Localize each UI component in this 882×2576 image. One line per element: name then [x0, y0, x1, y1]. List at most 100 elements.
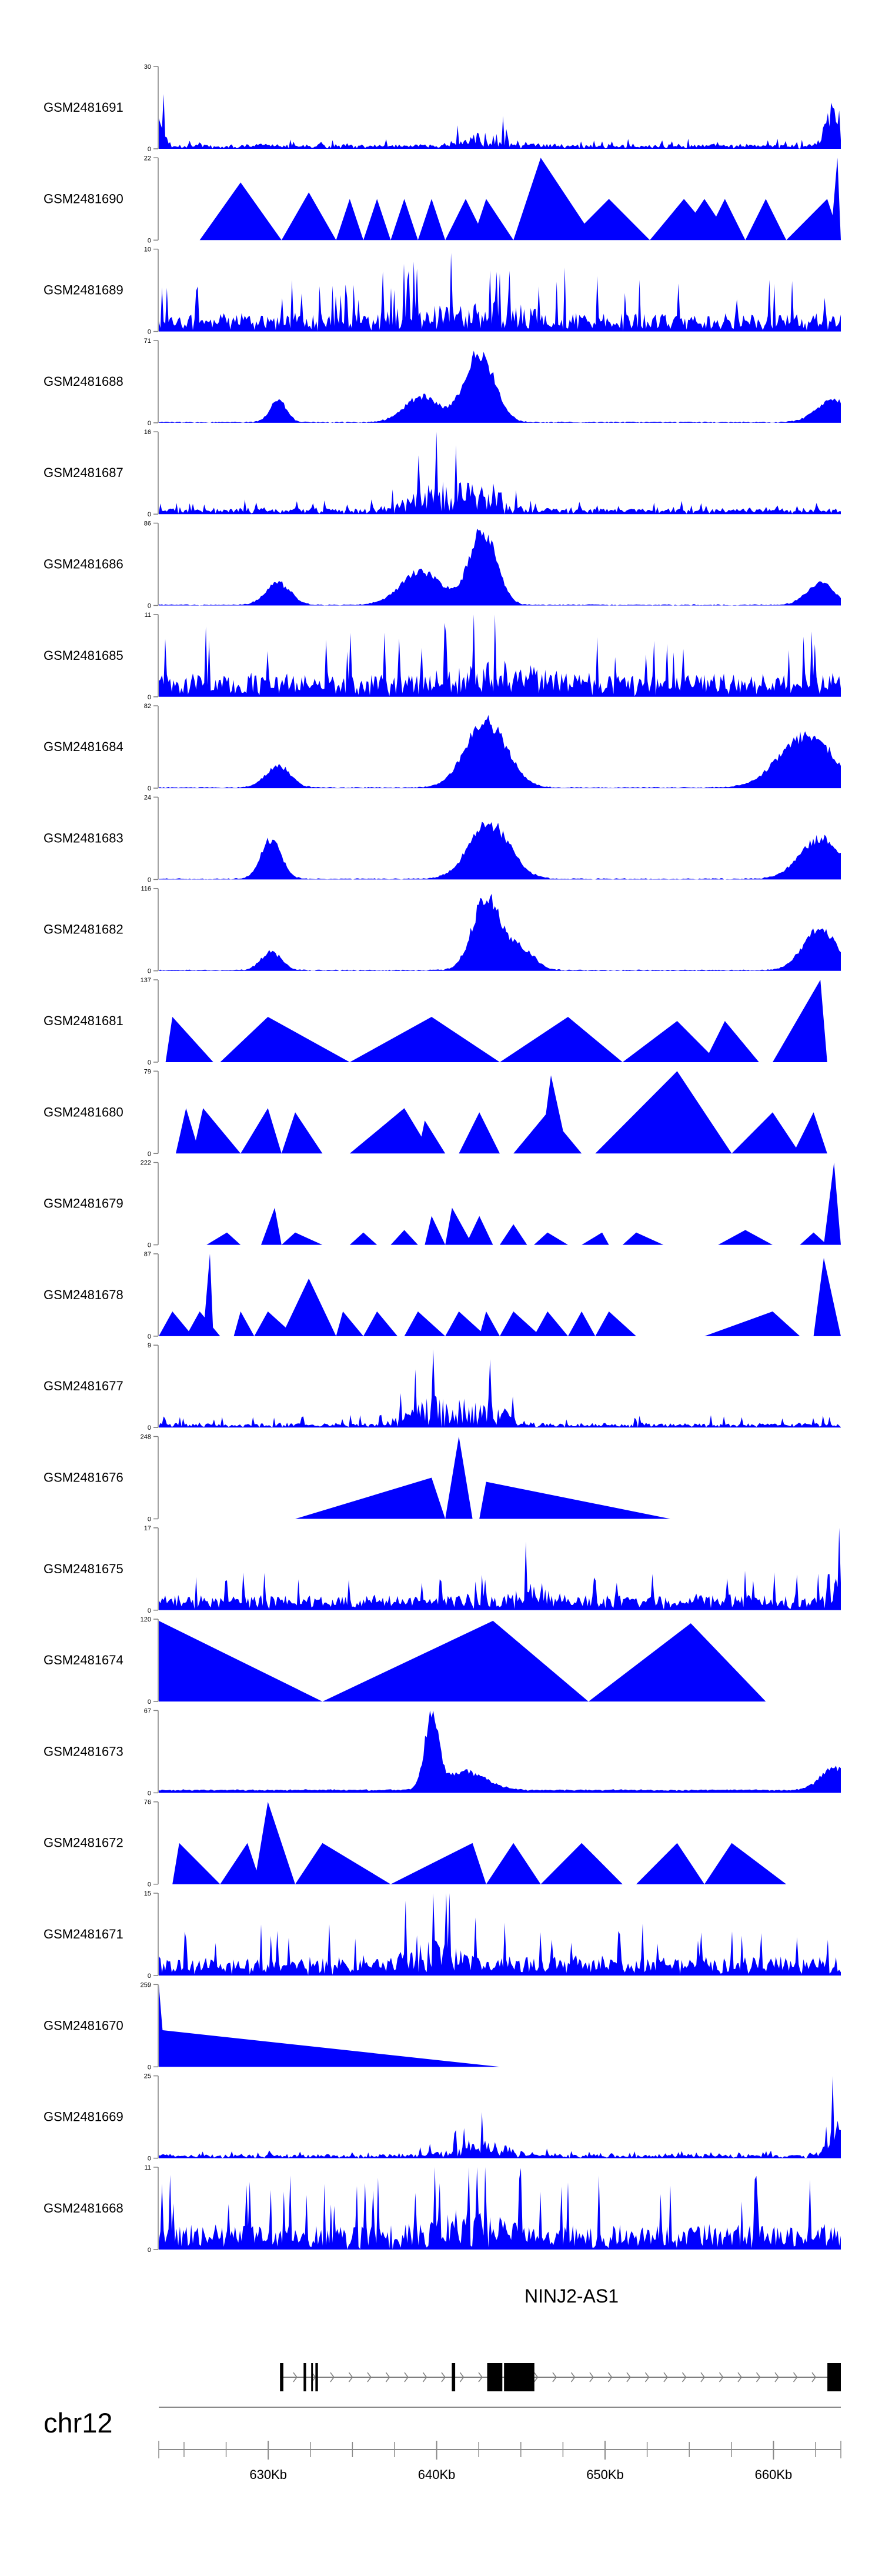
track-ymax-label: 259 [141, 1981, 151, 1988]
track-signal [159, 1893, 841, 1976]
track-signal [159, 2167, 841, 2250]
track-GSM2481672: GSM2481672 76 0 [44, 1799, 787, 1888]
track-GSM2481682: GSM2481682 116 0 [44, 886, 841, 975]
track-ymax-label: 11 [145, 612, 151, 619]
strand-arrow [422, 2372, 427, 2383]
track-ymax-label: 86 [144, 520, 151, 528]
track-label: GSM2481681 [44, 1013, 123, 1028]
track-GSM2481681: GSM2481681 137 0 [44, 977, 827, 1066]
track-signal [159, 1710, 841, 1793]
strand-arrow [774, 2372, 779, 2383]
track-signal [159, 893, 841, 971]
track-GSM2481689: GSM2481689 10 0 [44, 246, 841, 336]
track-signal [159, 614, 841, 697]
track-GSM2481675: GSM2481675 17 0 [44, 1525, 841, 1614]
track-label: GSM2481674 [44, 1653, 123, 1667]
track-signal [165, 980, 827, 1062]
track-signal [159, 1984, 500, 2067]
track-label: GSM2481670 [44, 2018, 123, 2033]
track-signal [159, 1349, 841, 1428]
track-signal [159, 528, 841, 606]
track-GSM2481676: GSM2481676 248 0 [44, 1434, 670, 1523]
track-ymax-label: 79 [144, 1068, 151, 1075]
exon [504, 2363, 534, 2391]
track-GSM2481670: GSM2481670 259 0 [44, 1981, 500, 2071]
track-GSM2481678: GSM2481678 87 0 [44, 1251, 841, 1340]
track-GSM2481683: GSM2481683 24 0 [44, 794, 841, 883]
track-signal [172, 1801, 787, 1884]
track-ymin-label: 0 [148, 237, 151, 244]
track-signal [159, 253, 841, 332]
strand-arrow [367, 2372, 372, 2383]
track-GSM2481688: GSM2481688 71 0 [44, 338, 841, 427]
exon [311, 2363, 313, 2391]
strand-arrow [811, 2372, 816, 2383]
strand-arrow [293, 2372, 298, 2383]
track-GSM2481673: GSM2481673 67 0 [44, 1707, 841, 1797]
track-ymax-label: 87 [144, 1251, 151, 1258]
track-signal [176, 1071, 827, 1154]
chromosome-label: chr12 [44, 2407, 113, 2438]
strand-arrow [626, 2372, 631, 2383]
track-label: GSM2481672 [44, 1836, 123, 1850]
track-label: GSM2481669 [44, 2110, 123, 2124]
strand-arrow [552, 2372, 557, 2383]
track-GSM2481671: GSM2481671 15 0 [44, 1890, 841, 1980]
track-ymax-label: 15 [144, 1890, 151, 1897]
strand-arrow [756, 2372, 761, 2383]
track-ymin-label: 0 [148, 2064, 151, 2071]
strand-arrow [644, 2372, 650, 2383]
track-label: GSM2481685 [44, 648, 123, 663]
track-ymax-label: 9 [148, 1342, 151, 1349]
track-ymin-label: 0 [148, 1424, 151, 1432]
track-label: GSM2481671 [44, 1927, 123, 1941]
axis-tick-label: 660Kb [755, 2467, 793, 2482]
track-ymin-label: 0 [148, 420, 151, 427]
track-ymin-label: 0 [148, 968, 151, 975]
track-ymin-label: 0 [148, 1790, 151, 1797]
track-ymax-label: 116 [141, 886, 151, 893]
track-ymin-label: 0 [148, 785, 151, 792]
track-GSM2481690: GSM2481690 22 0 [44, 155, 841, 244]
track-signal [159, 1527, 841, 1610]
track-ymin-label: 0 [148, 1973, 151, 1980]
gene-track: NINJ2-AS1 [280, 2285, 841, 2391]
track-GSM2481679: GSM2481679 222 0 [44, 1160, 841, 1249]
genome-axis: 630Kb 640Kb 650Kb 660Kb [158, 2441, 841, 2482]
track-GSM2481680: GSM2481680 79 0 [44, 1068, 827, 1157]
track-label: GSM2481686 [44, 557, 123, 572]
track-signal [159, 94, 841, 149]
strand-arrow [570, 2372, 576, 2383]
strand-arrow [719, 2372, 724, 2383]
track-ymin-label: 0 [148, 1881, 151, 1888]
track-GSM2481691: GSM2481691 30 0 [44, 64, 841, 153]
track-signal [159, 715, 841, 789]
strand-arrow [663, 2372, 668, 2383]
strand-arrow [385, 2372, 390, 2383]
exon [827, 2363, 841, 2391]
track-label: GSM2481679 [44, 1196, 123, 1211]
track-ymin-label: 0 [148, 2155, 151, 2163]
track-label: GSM2481687 [44, 465, 123, 480]
strand-arrow [737, 2372, 742, 2383]
track-ymax-label: 22 [144, 155, 151, 162]
track-ymin-label: 0 [148, 329, 151, 336]
track-ymax-label: 120 [141, 1616, 151, 1623]
exon [303, 2363, 306, 2391]
strand-arrow [441, 2372, 446, 2383]
track-GSM2481686: GSM2481686 86 0 [44, 520, 841, 610]
track-GSM2481684: GSM2481684 82 0 [44, 703, 841, 792]
axis-tick-label: 650Kb [586, 2467, 624, 2482]
track-label: GSM2481688 [44, 374, 123, 389]
track-ymax-label: 248 [141, 1434, 151, 1441]
track-label: GSM2481690 [44, 191, 123, 206]
track-signal [159, 1253, 841, 1336]
track-ymin-label: 0 [148, 511, 151, 518]
track-label: GSM2481680 [44, 1105, 123, 1119]
track-GSM2481685: GSM2481685 11 0 [44, 612, 841, 701]
track-label: GSM2481677 [44, 1379, 123, 1393]
track-label: GSM2481689 [44, 283, 123, 298]
track-signal [206, 1162, 841, 1245]
track-ymax-label: 17 [144, 1525, 151, 1532]
strand-arrow [404, 2372, 409, 2383]
